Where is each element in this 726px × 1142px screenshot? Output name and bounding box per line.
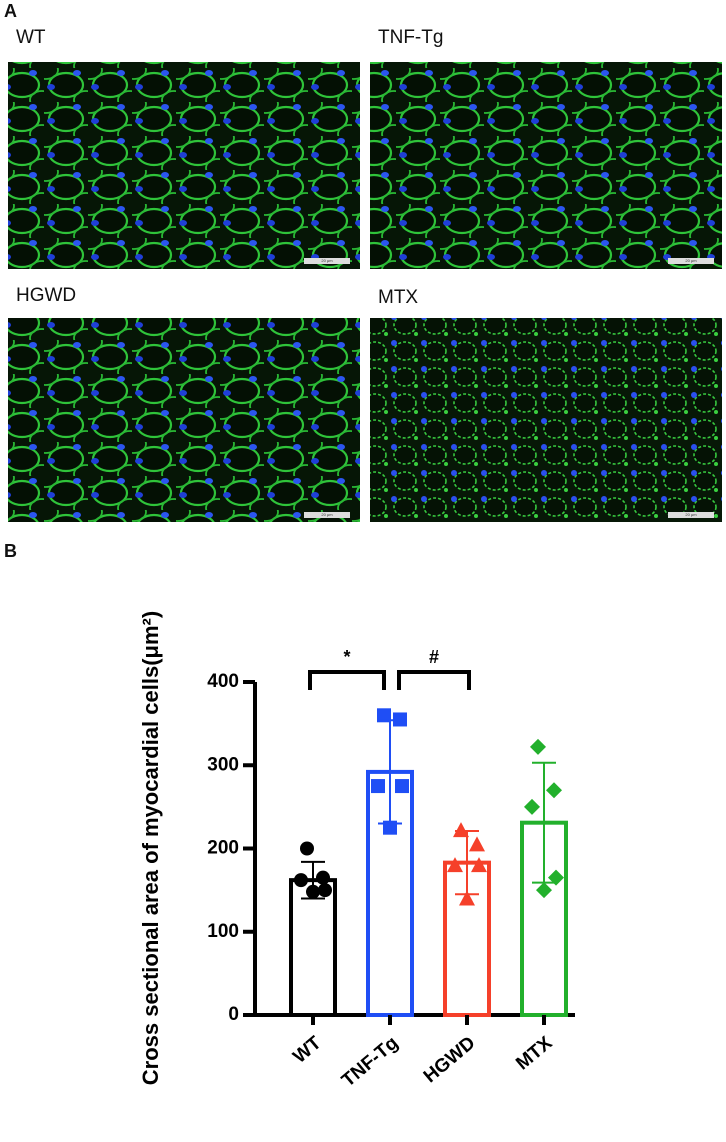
scale-bar	[304, 258, 350, 264]
data-point	[530, 738, 546, 755]
data-point	[459, 890, 475, 906]
x-tick-label: HGWD	[420, 1033, 480, 1088]
micrograph	[8, 318, 360, 522]
significance-mark: #	[429, 647, 439, 667]
error-bar	[455, 830, 479, 896]
y-tick-label: 300	[207, 754, 239, 775]
image-label: HGWD	[16, 285, 76, 306]
micrograph	[8, 62, 360, 269]
y-tick-label: 400	[207, 671, 239, 692]
y-axis-title: Cross sectional area of myocardial cells…	[138, 611, 163, 1085]
panel-label: B	[4, 541, 17, 561]
scale-bar	[304, 512, 350, 518]
data-point	[294, 873, 308, 888]
data-point	[469, 836, 485, 852]
data-point	[371, 779, 385, 794]
data-point	[447, 857, 463, 873]
data-point	[546, 782, 562, 799]
image-label: TNF-Tg	[378, 27, 443, 48]
micrograph	[370, 318, 722, 522]
bar	[289, 878, 337, 1018]
image-label: WT	[16, 27, 46, 48]
y-tick-label: 100	[207, 921, 239, 942]
scale-bar-label: 20 μm	[685, 258, 697, 263]
error-bar	[301, 860, 325, 900]
data-point	[471, 857, 487, 873]
x-tick-label: TNF-Tg	[338, 1033, 402, 1092]
y-tick-label: 200	[207, 838, 239, 859]
data-point	[316, 870, 330, 885]
significance-bracket	[308, 670, 386, 690]
scale-bar-label: 20 μm	[321, 258, 333, 263]
data-point	[524, 798, 540, 815]
data-point	[377, 708, 391, 723]
scale-bar	[668, 258, 714, 264]
error-bar	[532, 761, 556, 884]
panel-label: A	[4, 1, 17, 21]
y-tick-label: 0	[228, 1004, 239, 1025]
x-tick-label: MTX	[512, 1032, 556, 1074]
scale-bar-label: 20 μm	[321, 512, 333, 517]
image-label: MTX	[378, 287, 418, 308]
significance-bracket	[397, 670, 471, 690]
data-point	[318, 883, 332, 898]
x-tick-label: WT	[289, 1032, 325, 1067]
data-point	[453, 822, 469, 838]
scale-bar-label: 20 μm	[685, 512, 697, 517]
data-point	[536, 882, 552, 899]
micrograph	[370, 62, 722, 269]
significance-mark: *	[343, 647, 350, 667]
data-point	[300, 841, 314, 856]
error-bar	[378, 719, 402, 825]
data-point	[395, 779, 409, 794]
scale-bar	[668, 512, 714, 518]
micrographs: WT 20 μm TNF-Tg 20 μm HGWD 20 μm MTX 20 …	[8, 27, 722, 522]
